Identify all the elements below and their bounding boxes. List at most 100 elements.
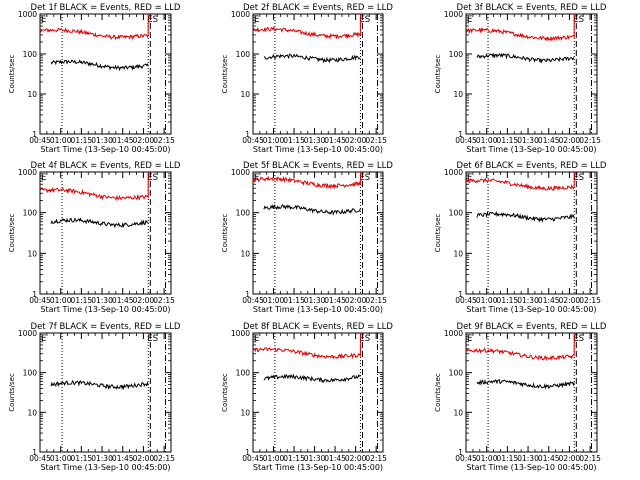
chart-2-xtick-label: 02:00 <box>345 136 367 145</box>
chart-5: Det 5f BLACK = Events, RED = LLD 1 10 100 10… <box>221 161 393 314</box>
chart-8-marker-label-right: ES <box>359 334 370 344</box>
chart-3-marker-label-left: E <box>467 15 472 25</box>
chart-1-series-events <box>50 59 149 72</box>
chart-4-xlabel: Start Time (13-Sep-10 00:45:00) <box>40 305 170 314</box>
chart-1-xtick-label: 01:15 <box>71 136 93 145</box>
chart-2-marker-label-left: E <box>254 15 259 25</box>
chart-8-ytick-label: 1 <box>245 448 250 457</box>
chart-9: Det 9f BLACK = Events, RED = LLD 1 10 100 10… <box>434 322 607 472</box>
chart-7-marker-label-right: ES <box>147 334 158 344</box>
chart-2-ytick-label: 100 <box>236 50 251 59</box>
chart-3-ytick-label: 1000 <box>444 10 463 19</box>
chart-5-xtick-label: 02:00 <box>345 296 367 305</box>
chart-5-xtick-label: 01:30 <box>304 296 326 305</box>
chart-7-xtick-label: 01:30 <box>91 454 113 463</box>
chart-9-ytick-label: 100 <box>449 369 464 378</box>
chart-2-xlabel: Start Time (13-Sep-10 00:45:00) <box>253 145 383 154</box>
chart-5-xlabel: Start Time (13-Sep-10 00:45:00) <box>253 305 383 314</box>
chart-8-xtick-label: 01:45 <box>324 454 346 463</box>
chart-6-ytick-label: 1000 <box>444 168 463 177</box>
chart-6-axes-frame <box>465 171 598 295</box>
chart-7-axes-frame <box>39 332 172 453</box>
chart-8-ylabel: Counts/sec <box>221 373 229 412</box>
chart-4-ytick-label: 10 <box>27 249 37 258</box>
chart-2-xtick-label: 01:45 <box>324 136 346 145</box>
chart-9-ytick-label: 1 <box>458 448 463 457</box>
chart-7-xtick-label: 02:15 <box>153 454 175 463</box>
chart-4: Det 4f BLACK = Events, RED = LLD 1 10 100 10… <box>8 161 181 314</box>
chart-1-xtick-label: 01:45 <box>112 136 134 145</box>
chart-1-ylabel: Counts/sec <box>8 55 16 94</box>
chart-9-series-events <box>476 378 575 390</box>
chart-5-ytick-label: 1 <box>245 290 250 299</box>
chart-9-xtick-label: 02:00 <box>559 454 581 463</box>
chart-9-ytick-label: 1000 <box>444 329 463 338</box>
chart-3-xtick-label: 01:30 <box>517 136 539 145</box>
chart-5-xtick-label: 00:45 <box>242 296 264 305</box>
chart-1-marker-label-left: E <box>41 15 46 25</box>
chart-6-xtick-label: 01:45 <box>538 296 560 305</box>
chart-2-ytick-label: 10 <box>240 90 250 99</box>
chart-3-ytick-label: 1 <box>458 130 463 139</box>
chart-6-xtick-label: 00:45 <box>455 296 477 305</box>
chart-4-xtick-label: 01:15 <box>71 296 93 305</box>
chart-2-marker-label-right: ES <box>359 15 370 25</box>
chart-1-xlabel: Start Time (13-Sep-10 00:45:00) <box>40 145 170 154</box>
chart-3-ytick-label: 100 <box>449 50 464 59</box>
chart-8: Det 8f BLACK = Events, RED = LLD 1 10 100 10… <box>221 322 393 472</box>
chart-2-xtick-label: 01:00 <box>263 136 285 145</box>
chart-8-xtick-label: 01:00 <box>263 454 285 463</box>
chart-9-xtick-label: 00:45 <box>455 454 477 463</box>
chart-9-xtick-label: 01:30 <box>517 454 539 463</box>
chart-2-xtick-label: 01:15 <box>283 136 305 145</box>
chart-6-xtick-label: 01:00 <box>476 296 498 305</box>
chart-9-xtick-label: 01:45 <box>538 454 560 463</box>
chart-9-series-lld <box>465 333 575 362</box>
chart-4-series-lld <box>39 172 149 202</box>
chart-1-xtick-label: 01:30 <box>91 136 113 145</box>
chart-7-series-lld <box>147 332 149 335</box>
chart-6: Det 6f BLACK = Events, RED = LLD 1 10 100 10… <box>434 161 607 314</box>
chart-8-marker-label-left: E <box>254 334 259 344</box>
chart-6-ytick-label: 1 <box>458 290 463 299</box>
chart-4-xtick-label: 01:00 <box>50 296 72 305</box>
chart-4-ytick-label: 100 <box>23 209 38 218</box>
chart-8-series-lld <box>252 333 361 360</box>
chart-9-ytick-label: 10 <box>453 408 463 417</box>
chart-3-ylabel: Counts/sec <box>434 55 442 94</box>
chart-8-title: Det 8f BLACK = Events, RED = LLD <box>243 322 393 332</box>
chart-3-xtick-label: 02:15 <box>579 136 601 145</box>
chart-1: Det 1f BLACK = Events, RED = LLD 1 10 100 10… <box>8 3 181 154</box>
chart-6-xtick-label: 01:15 <box>497 296 519 305</box>
chart-7-title: Det 7f BLACK = Events, RED = LLD <box>31 322 181 332</box>
chart-8-xtick-label: 02:00 <box>345 454 367 463</box>
chart-2: Det 2f BLACK = Events, RED = LLD 1 10 100 10… <box>221 3 393 154</box>
chart-8-xtick-label: 01:15 <box>283 454 305 463</box>
chart-9-marker-label-right: ES <box>573 334 584 344</box>
chart-4-marker-label-right: ES <box>147 173 158 183</box>
chart-6-xtick-label: 02:15 <box>579 296 601 305</box>
chart-5-ylabel: Counts/sec <box>221 214 229 253</box>
chart-5-series-lld <box>252 172 361 190</box>
chart-1-marker-label-right: ES <box>147 15 158 25</box>
chart-2-xtick-label: 01:30 <box>304 136 326 145</box>
chart-5-marker-label-right: ES <box>359 173 370 183</box>
chart-8-xlabel: Start Time (13-Sep-10 00:45:00) <box>253 463 383 472</box>
chart-7-ytick-label: 100 <box>23 369 38 378</box>
chart-8-ytick-label: 1000 <box>231 329 250 338</box>
chart-3: Det 3f BLACK = Events, RED = LLD 1 10 100 10… <box>434 3 607 154</box>
chart-1-title: Det 1f BLACK = Events, RED = LLD <box>31 3 181 13</box>
chart-9-ylabel: Counts/sec <box>434 373 442 412</box>
chart-7-ylabel: Counts/sec <box>8 373 16 412</box>
chart-2-ytick-label: 1 <box>245 130 250 139</box>
chart-4-ylabel: Counts/sec <box>8 214 16 253</box>
chart-7-xlabel: Start Time (13-Sep-10 00:45:00) <box>40 463 170 472</box>
chart-5-ytick-label: 100 <box>236 209 251 218</box>
chart-6-ytick-label: 10 <box>453 249 463 258</box>
chart-5-xtick-label: 01:00 <box>263 296 285 305</box>
chart-7-xtick-label: 00:45 <box>29 454 51 463</box>
chart-6-title: Det 6f BLACK = Events, RED = LLD <box>457 161 607 171</box>
chart-2-xtick-label: 02:15 <box>365 136 387 145</box>
